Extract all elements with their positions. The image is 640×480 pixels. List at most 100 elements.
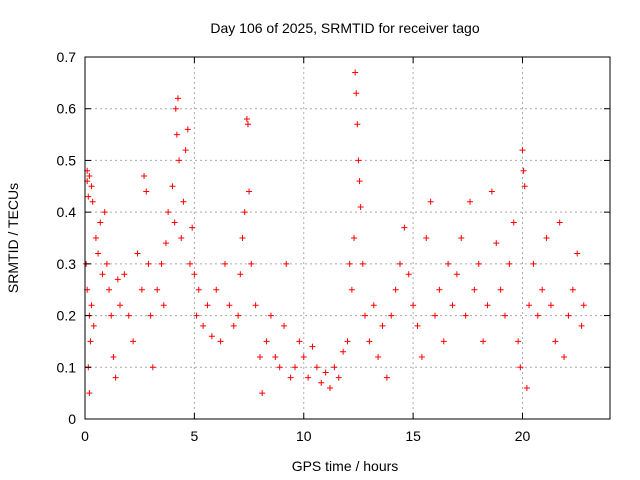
data-point (410, 302, 417, 309)
y-tick-label: 0.2 (57, 308, 77, 324)
data-point (357, 203, 364, 210)
y-axis-label: SRMTID / TECUs (5, 183, 21, 293)
data-point (523, 384, 530, 391)
data-point (356, 178, 363, 185)
data-point (276, 364, 283, 371)
data-point (318, 379, 325, 386)
data-point (160, 302, 167, 309)
data-point (184, 126, 191, 133)
data-point (154, 286, 161, 293)
data-point (193, 312, 200, 319)
data-point (243, 116, 250, 123)
axis-ticks: 0 0.1 0.2 0.3 0.4 0.5 0.6 0.7 0 5 10 15 20 (57, 49, 610, 444)
y-tick-label: 0.5 (57, 152, 77, 168)
data-point (401, 224, 408, 231)
data-point (169, 183, 176, 190)
data-point (145, 260, 152, 267)
x-axis-label: GPS time / hours (292, 458, 399, 474)
data-point (362, 312, 368, 319)
data-point (300, 353, 307, 360)
data-point (519, 147, 526, 154)
data-point (388, 312, 395, 319)
data-point (405, 271, 412, 278)
data-point (103, 260, 110, 267)
x-tick-label: 0 (81, 428, 89, 444)
y-tick-label: 0.3 (57, 256, 77, 272)
data-point (248, 260, 255, 267)
data-point (246, 188, 253, 195)
data-point (578, 322, 585, 329)
x-tick-label: 10 (296, 428, 312, 444)
data-point (340, 348, 347, 355)
data-point (230, 322, 237, 329)
data-point (172, 105, 179, 112)
data-point (117, 302, 123, 309)
data-point (263, 338, 270, 345)
data-point (534, 312, 541, 319)
x-tick-label: 5 (190, 428, 198, 444)
data-point (287, 374, 294, 381)
data-point (445, 260, 452, 267)
data-point (453, 271, 460, 278)
data-point (134, 250, 141, 257)
data-point (366, 338, 373, 345)
data-point (552, 338, 559, 345)
data-point (565, 312, 572, 319)
data-point (526, 302, 533, 309)
data-point (480, 338, 487, 345)
data-point (543, 235, 550, 241)
data-point (580, 302, 587, 309)
data-point (305, 374, 312, 381)
data-point (106, 286, 113, 293)
data-point (241, 209, 248, 216)
data-point (88, 302, 95, 309)
data-point (327, 384, 333, 391)
data-point (506, 260, 513, 267)
plot-frame (84, 56, 611, 420)
x-tick-label: 15 (405, 428, 421, 444)
data-point (259, 390, 266, 397)
data-point (397, 260, 403, 267)
data-point (252, 302, 259, 309)
y-tick-label: 0.7 (57, 49, 77, 65)
data-point (355, 157, 362, 164)
data-point (86, 172, 93, 179)
y-tick-label: 0.4 (57, 204, 77, 220)
data-point (313, 364, 320, 371)
data-point (86, 390, 93, 397)
data-point (530, 260, 537, 267)
data-point (222, 260, 228, 267)
data-point (85, 193, 92, 200)
data-point (138, 286, 145, 293)
data-point (574, 250, 581, 257)
data-point (101, 209, 108, 216)
data-point (97, 219, 104, 226)
data-point (436, 286, 443, 293)
y-tick-label: 0 (68, 411, 76, 427)
data-point (353, 90, 360, 97)
data-point (95, 250, 102, 257)
data-point (370, 302, 377, 309)
data-point (108, 312, 115, 319)
data-point (296, 338, 303, 345)
data-point (375, 353, 382, 360)
data-point (392, 286, 399, 293)
data-point (322, 369, 329, 376)
data-point (335, 374, 342, 381)
data-point (158, 260, 165, 267)
data-point (475, 260, 482, 267)
data-point (90, 322, 97, 329)
data-point (331, 364, 338, 371)
chart-title: Day 106 of 2025, SRMTID for receiver tag… (210, 20, 479, 36)
data-point (539, 286, 546, 293)
data-point (162, 240, 169, 247)
data-point (348, 286, 355, 293)
data-point (112, 374, 119, 381)
data-point (484, 302, 491, 309)
data-point (458, 235, 465, 241)
data-point (88, 183, 95, 190)
data-point (125, 312, 132, 319)
data-point (195, 286, 202, 293)
data-point (204, 302, 211, 309)
